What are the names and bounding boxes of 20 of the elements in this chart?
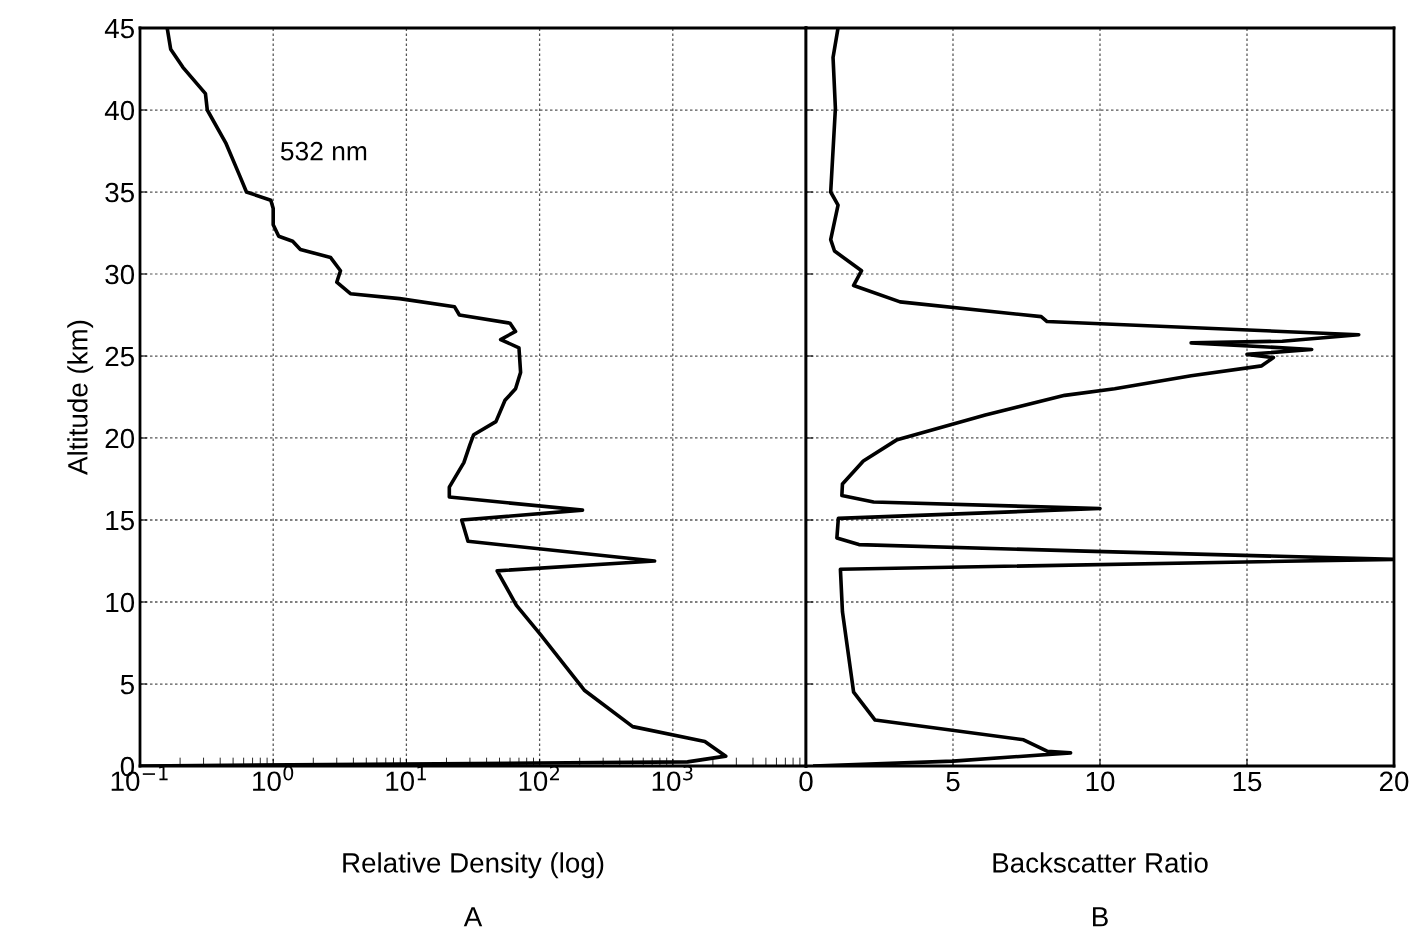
y-tick-label: 40 bbox=[104, 100, 135, 121]
y-axis-title: Altitude (km) bbox=[67, 320, 94, 475]
x-tick-label: 20 bbox=[1379, 771, 1409, 792]
x-axis-title: Backscatter Ratio bbox=[993, 852, 1208, 873]
x-tick-label: 10 bbox=[1086, 771, 1115, 792]
text: A bbox=[463, 907, 483, 927]
y-tick-label: 45 bbox=[104, 18, 134, 39]
y-tick-label: 30 bbox=[105, 264, 135, 285]
x-tick-label: 15 bbox=[1233, 771, 1262, 792]
y-tick-label: 15 bbox=[106, 510, 134, 531]
y-tick-label: 5 bbox=[120, 674, 134, 695]
x-tick-label: 5 bbox=[946, 771, 960, 792]
y-tick-label: 20 bbox=[105, 428, 135, 449]
y-tick-label: 10 bbox=[106, 592, 135, 613]
text: B bbox=[1093, 907, 1108, 927]
y-tick-label: 25 bbox=[105, 346, 134, 367]
y-tick-label: 35 bbox=[105, 182, 134, 203]
annotation: 532 nm bbox=[280, 141, 367, 161]
x-axis-title: Relative Density (log) bbox=[343, 852, 604, 879]
x-tick-label: 0 bbox=[799, 771, 813, 792]
